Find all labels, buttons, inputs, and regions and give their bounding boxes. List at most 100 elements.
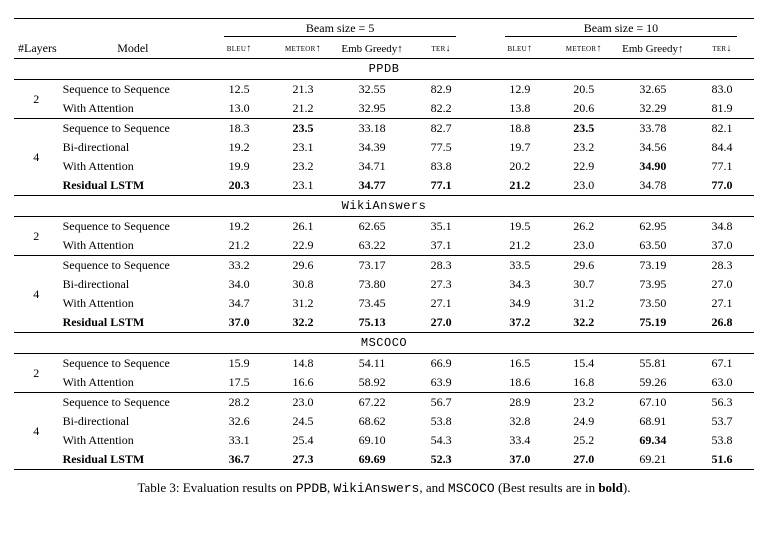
model-cell: With Attention	[59, 99, 208, 119]
value-cell: 54.3	[409, 431, 473, 450]
value-cell: 24.5	[271, 412, 335, 431]
value-cell: 37.0	[488, 450, 552, 470]
value-cell: 19.9	[207, 157, 271, 176]
value-cell: 27.1	[690, 294, 754, 313]
value-cell: 73.95	[616, 275, 690, 294]
value-cell: 83.8	[409, 157, 473, 176]
table-caption: Table 3: Evaluation results on PPDB, Wik…	[14, 480, 754, 496]
value-cell: 30.7	[552, 275, 616, 294]
value-cell: 21.3	[271, 80, 335, 100]
value-cell: 68.91	[616, 412, 690, 431]
value-cell: 23.5	[271, 119, 335, 139]
col-meteor-5: meteor↑	[271, 39, 335, 59]
value-cell: 69.34	[616, 431, 690, 450]
value-cell: 20.6	[552, 99, 616, 119]
value-cell: 32.6	[207, 412, 271, 431]
value-cell: 69.10	[335, 431, 409, 450]
value-cell: 27.0	[552, 450, 616, 470]
value-cell: 16.6	[271, 373, 335, 393]
value-cell: 25.2	[552, 431, 616, 450]
model-cell: With Attention	[59, 373, 208, 393]
value-cell: 20.2	[488, 157, 552, 176]
value-cell: 23.1	[271, 138, 335, 157]
layers-cell: 2	[14, 80, 59, 119]
model-cell: Sequence to Sequence	[59, 80, 208, 100]
value-cell: 56.7	[409, 393, 473, 413]
value-cell: 67.10	[616, 393, 690, 413]
layers-cell: 2	[14, 354, 59, 393]
value-cell: 24.9	[552, 412, 616, 431]
value-cell: 77.1	[409, 176, 473, 196]
value-cell: 23.2	[552, 393, 616, 413]
value-cell: 23.2	[271, 157, 335, 176]
value-cell: 29.6	[271, 256, 335, 276]
value-cell: 63.50	[616, 236, 690, 256]
value-cell: 33.1	[207, 431, 271, 450]
value-cell: 32.29	[616, 99, 690, 119]
value-cell: 37.2	[488, 313, 552, 333]
value-cell: 15.9	[207, 354, 271, 374]
layers-cell: 4	[14, 256, 59, 333]
col-emb-10: Emb Greedy↑	[616, 39, 690, 59]
model-cell: Bi-directional	[59, 138, 208, 157]
model-cell: Bi-directional	[59, 412, 208, 431]
value-cell: 37.1	[409, 236, 473, 256]
model-cell: Bi-directional	[59, 275, 208, 294]
value-cell: 19.7	[488, 138, 552, 157]
model-cell: Sequence to Sequence	[59, 119, 208, 139]
value-cell: 22.9	[552, 157, 616, 176]
value-cell: 67.1	[690, 354, 754, 374]
value-cell: 82.1	[690, 119, 754, 139]
value-cell: 34.3	[488, 275, 552, 294]
value-cell: 67.22	[335, 393, 409, 413]
value-cell: 32.55	[335, 80, 409, 100]
value-cell: 54.11	[335, 354, 409, 374]
value-cell: 18.8	[488, 119, 552, 139]
value-cell: 27.3	[271, 450, 335, 470]
value-cell: 34.77	[335, 176, 409, 196]
value-cell: 58.92	[335, 373, 409, 393]
layers-cell: 2	[14, 217, 59, 256]
value-cell: 23.0	[552, 236, 616, 256]
value-cell: 33.18	[335, 119, 409, 139]
value-cell: 12.9	[488, 80, 552, 100]
value-cell: 73.17	[335, 256, 409, 276]
value-cell: 26.1	[271, 217, 335, 237]
value-cell: 20.3	[207, 176, 271, 196]
col-meteor-10: meteor↑	[552, 39, 616, 59]
value-cell: 69.69	[335, 450, 409, 470]
value-cell: 73.50	[616, 294, 690, 313]
col-emb-5: Emb Greedy↑	[335, 39, 409, 59]
value-cell: 23.2	[552, 138, 616, 157]
value-cell: 27.3	[409, 275, 473, 294]
value-cell: 37.0	[207, 313, 271, 333]
value-cell: 34.56	[616, 138, 690, 157]
value-cell: 23.5	[552, 119, 616, 139]
model-cell: With Attention	[59, 294, 208, 313]
model-cell: Sequence to Sequence	[59, 256, 208, 276]
value-cell: 75.19	[616, 313, 690, 333]
value-cell: 16.5	[488, 354, 552, 374]
value-cell: 26.2	[552, 217, 616, 237]
value-cell: 62.65	[335, 217, 409, 237]
value-cell: 21.2	[488, 236, 552, 256]
value-cell: 63.0	[690, 373, 754, 393]
value-cell: 55.81	[616, 354, 690, 374]
value-cell: 53.7	[690, 412, 754, 431]
value-cell: 68.62	[335, 412, 409, 431]
value-cell: 21.2	[207, 236, 271, 256]
value-cell: 30.8	[271, 275, 335, 294]
model-cell: Sequence to Sequence	[59, 393, 208, 413]
model-cell: With Attention	[59, 431, 208, 450]
value-cell: 83.0	[690, 80, 754, 100]
value-cell: 21.2	[488, 176, 552, 196]
value-cell: 28.3	[690, 256, 754, 276]
value-cell: 28.9	[488, 393, 552, 413]
value-cell: 34.0	[207, 275, 271, 294]
value-cell: 63.9	[409, 373, 473, 393]
value-cell: 18.6	[488, 373, 552, 393]
value-cell: 28.3	[409, 256, 473, 276]
value-cell: 16.8	[552, 373, 616, 393]
value-cell: 35.1	[409, 217, 473, 237]
value-cell: 31.2	[552, 294, 616, 313]
